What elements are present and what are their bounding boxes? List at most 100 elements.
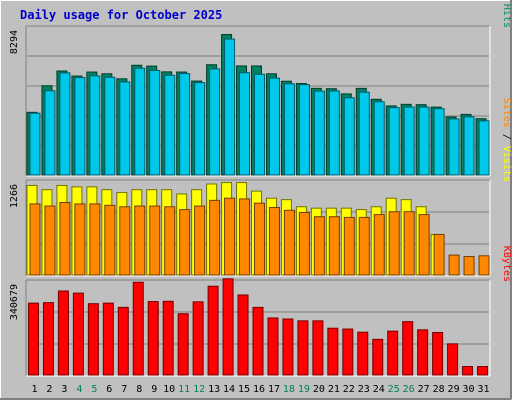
- bar-kbytes-day-25: [387, 330, 399, 376]
- bar-files-day-31: [478, 120, 490, 176]
- x-tick-label-day-31: 31: [477, 384, 489, 395]
- x-tick-label-day-25: 25: [388, 384, 400, 395]
- bar-kbytes-day-1: [27, 302, 39, 376]
- bar-sites-day-21: [328, 216, 340, 276]
- x-tick-label-day-23: 23: [358, 384, 370, 395]
- x-tick-label-day-17: 17: [268, 384, 280, 395]
- bar-files-day-5: [89, 75, 101, 176]
- x-tick-label-day-26: 26: [403, 384, 415, 395]
- bar-sites-day-1: [29, 203, 41, 276]
- bar-kbytes-day-28: [432, 331, 444, 376]
- x-tick-label-day-21: 21: [328, 384, 340, 395]
- bar-sites-day-8: [134, 205, 146, 276]
- bar-files-day-12: [194, 82, 206, 176]
- bar-files-day-16: [254, 73, 265, 176]
- bar-kbytes-day-22: [342, 328, 354, 376]
- series-legend-label: Pages / Files / Hits: [501, 0, 512, 28]
- bar-files-day-17: [268, 77, 280, 176]
- bar-sites-day-25: [388, 211, 400, 276]
- bar-files-day-28: [433, 108, 445, 176]
- x-tick-label-day-15: 15: [238, 384, 250, 395]
- bar-files-day-13: [209, 68, 221, 176]
- x-tick-label-day-19: 19: [298, 384, 310, 395]
- bar-sites-day-20: [313, 216, 325, 276]
- bar-files-day-2: [44, 90, 56, 176]
- bar-files-day-10: [164, 74, 176, 176]
- bar-files-day-20: [313, 90, 325, 176]
- bar-kbytes-day-26: [402, 321, 414, 376]
- bar-files-day-24: [373, 101, 385, 176]
- x-tick-label-day-9: 9: [151, 384, 157, 395]
- series-legend-label: KBytes: [501, 246, 512, 282]
- bar-kbytes-day-30: [462, 366, 474, 376]
- x-tick-label-day-30: 30: [463, 384, 475, 395]
- bar-sites-day-19: [298, 211, 310, 276]
- bar-files-day-7: [119, 81, 131, 176]
- bar-kbytes-day-29: [447, 343, 459, 376]
- bar-kbytes-day-4: [72, 292, 84, 376]
- bar-files-day-18: [283, 83, 295, 176]
- bar-sites-day-11: [179, 209, 191, 276]
- bar-sites-day-29: [448, 254, 460, 276]
- x-tick-label-day-12: 12: [193, 384, 205, 395]
- x-tick-label-day-16: 16: [253, 384, 265, 395]
- bar-sites-day-17: [268, 206, 280, 276]
- bar-sites-day-22: [343, 216, 355, 276]
- bar-files-day-19: [298, 84, 310, 176]
- bar-files-day-4: [74, 77, 86, 176]
- bar-sites-day-30: [463, 256, 475, 276]
- ymax-label: 340679: [9, 284, 20, 320]
- bar-kbytes-day-19: [297, 320, 309, 376]
- x-tick-label-day-5: 5: [91, 384, 97, 395]
- legend-part: /: [501, 0, 512, 4]
- legend-part: Hits: [501, 4, 512, 28]
- bar-sites-day-16: [254, 202, 265, 276]
- x-tick-label-day-4: 4: [76, 384, 82, 395]
- bar-sites-day-12: [194, 205, 206, 276]
- bar-kbytes-day-20: [312, 320, 324, 376]
- bar-sites-day-9: [149, 205, 161, 276]
- bar-kbytes-day-6: [102, 302, 114, 376]
- bar-sites-day-13: [209, 199, 221, 276]
- bar-kbytes-day-7: [117, 306, 129, 376]
- bar-sites-day-2: [44, 205, 56, 276]
- x-tick-label-day-6: 6: [106, 384, 112, 395]
- x-tick-label-day-2: 2: [46, 384, 52, 395]
- bar-files-day-29: [448, 118, 460, 176]
- bar-sites-day-26: [403, 211, 415, 276]
- bar-files-day-9: [149, 69, 161, 176]
- bar-files-day-15: [239, 72, 251, 176]
- bar-kbytes-day-15: [237, 294, 249, 376]
- bar-kbytes-day-11: [177, 313, 189, 376]
- bar-kbytes-day-13: [207, 285, 219, 376]
- bar-kbytes-day-21: [327, 327, 339, 376]
- bar-kbytes-day-14: [222, 278, 234, 376]
- bar-files-day-1: [29, 112, 41, 176]
- bar-files-day-23: [358, 91, 370, 176]
- x-tick-label-day-20: 20: [313, 384, 325, 395]
- x-tick-label-day-18: 18: [283, 384, 295, 395]
- legend-part: Visits: [501, 146, 512, 182]
- x-tick-label-day-22: 22: [343, 384, 355, 395]
- bar-files-day-3: [59, 72, 71, 176]
- bar-files-day-27: [418, 106, 430, 176]
- bar-files-day-30: [463, 116, 475, 176]
- bar-sites-day-28: [433, 233, 445, 276]
- bar-sites-day-31: [478, 255, 490, 276]
- bar-sites-day-7: [119, 206, 131, 276]
- x-tick-label-day-10: 10: [163, 384, 175, 395]
- x-tick-label-day-29: 29: [448, 384, 460, 395]
- x-tick-label-day-24: 24: [373, 384, 385, 395]
- x-tick-label-day-27: 27: [418, 384, 430, 395]
- x-tick-label-day-7: 7: [121, 384, 127, 395]
- legend-part: KBytes: [501, 246, 512, 282]
- bar-sites-day-27: [418, 214, 430, 276]
- bar-kbytes-day-8: [132, 281, 144, 376]
- bar-sites-day-4: [74, 203, 86, 276]
- chart-title: Daily usage for October 2025: [20, 8, 222, 22]
- bar-sites-day-10: [164, 206, 176, 276]
- bar-sites-day-15: [239, 198, 251, 276]
- bar-kbytes-day-2: [42, 302, 54, 376]
- bar-kbytes-day-3: [57, 290, 69, 376]
